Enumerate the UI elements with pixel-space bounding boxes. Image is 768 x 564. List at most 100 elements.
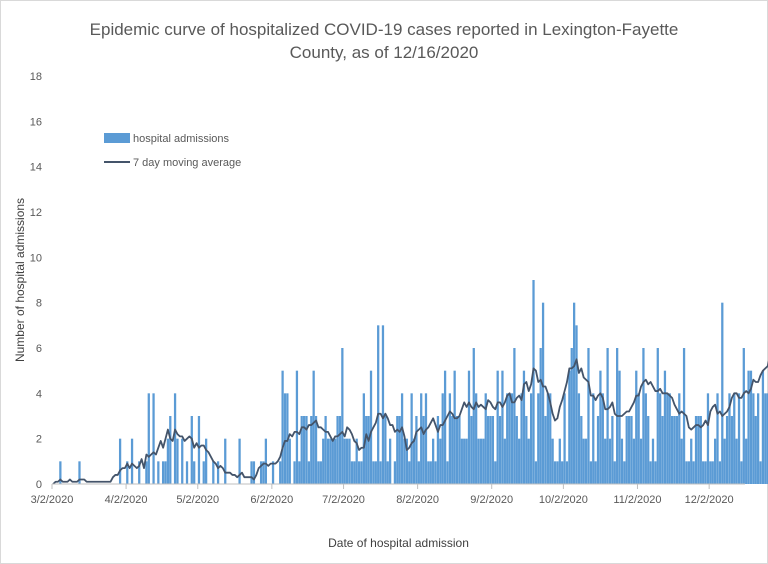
y-tick-label: 4: [36, 388, 42, 400]
bar: [737, 393, 741, 484]
bar: [467, 370, 471, 484]
bar: [620, 438, 624, 484]
chart-title: Epidemic curve of hospitalized COVID-19 …: [0, 18, 768, 64]
bar: [420, 393, 423, 484]
bar: [262, 461, 265, 484]
bar: [458, 416, 461, 484]
bar: [663, 370, 667, 484]
bar: [439, 438, 442, 484]
bar: [398, 416, 401, 484]
bar: [486, 416, 490, 484]
bar: [735, 438, 738, 484]
bar: [503, 438, 506, 484]
y-tick-label: 0: [36, 479, 42, 491]
bar: [436, 416, 440, 484]
bar: [725, 416, 729, 484]
bar: [173, 393, 177, 484]
bar: [525, 416, 528, 484]
x-tick-label: 12/2/2020: [685, 494, 734, 506]
y-tick-label: 18: [30, 71, 42, 83]
bar: [283, 393, 287, 484]
bar: [166, 438, 170, 484]
bar: [651, 438, 655, 484]
bar: [331, 438, 334, 484]
bar: [250, 461, 253, 484]
bar: [161, 461, 165, 484]
bar: [197, 416, 201, 484]
x-tick-label: 7/2/2020: [322, 494, 365, 506]
bar: [745, 438, 748, 484]
bar: [224, 438, 227, 484]
bar: [157, 461, 160, 484]
bar: [721, 302, 724, 484]
bar: [580, 416, 583, 484]
bar: [496, 370, 499, 484]
bar: [307, 461, 311, 484]
bar: [212, 461, 215, 484]
bar: [372, 461, 375, 484]
bar: [350, 461, 354, 484]
bar: [747, 370, 750, 484]
bar: [252, 461, 256, 484]
bar: [553, 461, 557, 484]
bar: [145, 461, 148, 484]
bar: [618, 370, 621, 484]
bar: [754, 416, 757, 484]
x-tick-label: 6/2/2020: [250, 494, 293, 506]
bar: [343, 438, 346, 484]
bar: [489, 416, 492, 484]
bar: [238, 438, 241, 484]
bar: [599, 370, 602, 484]
bar: [281, 370, 284, 484]
bar: [659, 393, 662, 484]
bar: [479, 438, 483, 484]
bar: [193, 461, 196, 484]
x-tick-label: 3/2/2020: [31, 494, 74, 506]
bar: [592, 393, 595, 484]
bar: [568, 370, 571, 484]
bar: [522, 370, 526, 484]
bar: [484, 393, 487, 484]
bar: [408, 461, 411, 484]
bar: [360, 461, 363, 484]
bar: [642, 348, 645, 484]
bar: [740, 461, 743, 484]
x-tick-label: 11/2/2020: [613, 494, 661, 506]
bar: [472, 348, 475, 484]
bar: [577, 393, 581, 484]
bar: [176, 438, 179, 484]
bar: [644, 393, 647, 484]
bar: [334, 438, 337, 484]
bar: [682, 348, 686, 484]
bar: [432, 438, 435, 484]
bar: [326, 438, 330, 484]
bar: [317, 461, 320, 484]
bar: [508, 393, 511, 484]
bar: [723, 438, 726, 484]
y-tick-label: 12: [30, 207, 42, 219]
bar: [711, 461, 714, 484]
bar: [515, 416, 518, 484]
bar: [608, 438, 612, 484]
bar: [565, 461, 569, 484]
bar: [752, 393, 755, 484]
bar: [310, 416, 313, 484]
bar: [532, 280, 535, 484]
bar: [639, 438, 643, 484]
bar: [694, 416, 698, 484]
bar: [561, 461, 564, 484]
legend-bar-swatch: [104, 133, 130, 143]
bar: [302, 416, 306, 484]
bar: [453, 370, 456, 484]
x-axis-ticks: 3/2/2020 4/2/2020 5/2/2020 6/2/2020 7/2/2020…: [31, 484, 734, 506]
bar: [443, 370, 447, 484]
bar: [702, 461, 705, 484]
bar: [649, 461, 652, 484]
bar: [587, 348, 590, 484]
bar: [718, 461, 722, 484]
bar: [403, 438, 406, 484]
bar: [460, 438, 463, 484]
bar: [185, 461, 189, 484]
bar: [448, 393, 452, 484]
